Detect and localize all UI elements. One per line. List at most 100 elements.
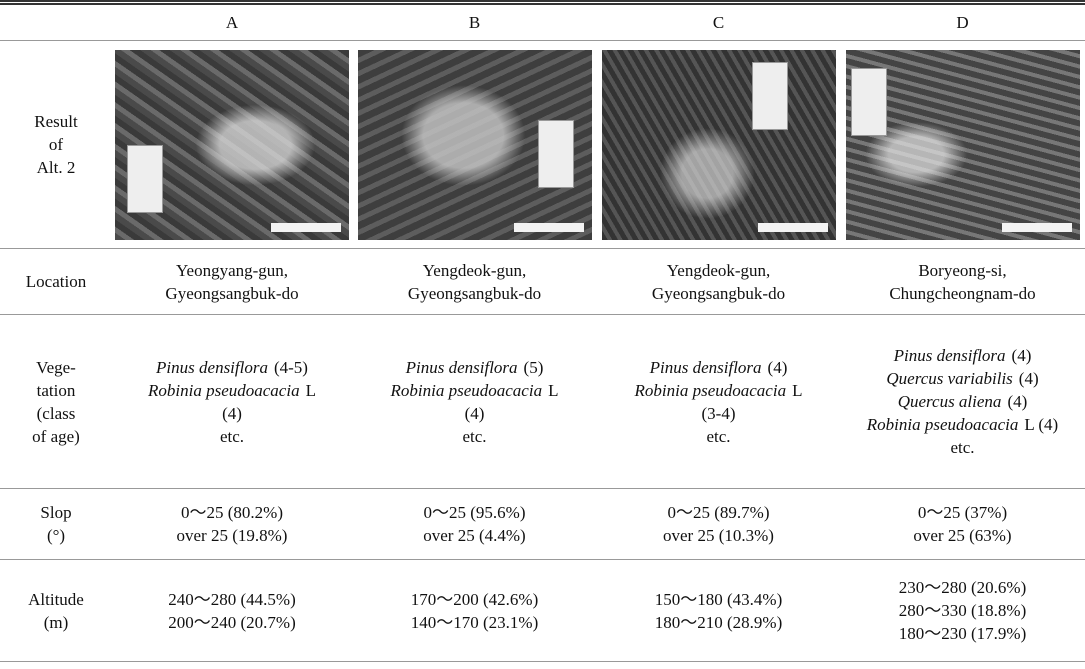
cell-text: 200～240 (20.7%) xyxy=(168,613,295,632)
map-image xyxy=(358,50,592,240)
cell-text: 140～170 (23.1%) xyxy=(411,613,538,632)
species-name: Robinia pseudoacacia xyxy=(391,381,543,400)
row-label: Slop(°) xyxy=(0,489,112,560)
cell-line: 150～180 (43.4%) xyxy=(597,588,840,611)
species-name: Pinus densiflora xyxy=(894,346,1006,365)
label-line: Alt. 2 xyxy=(0,156,112,179)
data-cell: 230～280 (20.6%) 280～330 (18.8%) 180～230 (1… xyxy=(840,560,1085,662)
cell-text: (5) xyxy=(524,358,544,377)
label-line: Vege- xyxy=(0,356,112,379)
cell-line: 140～170 (23.1%) xyxy=(352,611,597,634)
data-cell: Yengdeok-gun, Gyeongsangbuk-do xyxy=(352,249,597,315)
cell-text: Gyeongsangbuk-do xyxy=(652,284,785,303)
data-cell: Yeongyang-gun, Gyeongsangbuk-do xyxy=(112,249,352,315)
data-cell: Pinus densiflora(4)Quercus variabilis(4)… xyxy=(840,315,1085,489)
scale-bar xyxy=(1002,223,1072,232)
cell-line: Gyeongsangbuk-do xyxy=(597,282,840,305)
cell-text: (4) xyxy=(222,404,242,423)
cell-line: 230～280 (20.6%) xyxy=(840,576,1085,599)
label-line: (class xyxy=(0,402,112,425)
cell-line: Yengdeok-gun, xyxy=(597,259,840,282)
cell-text: (4) xyxy=(1019,369,1039,388)
cell-line: 200～240 (20.7%) xyxy=(112,611,352,634)
cell-line: over 25 (10.3%) xyxy=(597,524,840,547)
page: ABCDResultofAlt. 2LocationYeongyang-gun,… xyxy=(0,0,1085,669)
cell-text: Yengdeok-gun, xyxy=(667,261,771,280)
map-legend xyxy=(127,145,163,213)
cell-line: 0～25 (95.6%) xyxy=(352,501,597,524)
cell-line: Pinus densiflora(4) xyxy=(597,356,840,379)
map-legend xyxy=(851,68,887,136)
scale-bar xyxy=(271,223,341,232)
cell-text: L xyxy=(548,381,558,400)
cell-line: Gyeongsangbuk-do xyxy=(352,282,597,305)
image-cell xyxy=(352,41,597,249)
species-name: Pinus densiflora xyxy=(650,358,762,377)
label-line: of age) xyxy=(0,425,112,448)
label-line: of xyxy=(0,133,112,156)
cell-text: etc. xyxy=(950,438,974,457)
cell-text: Yengdeok-gun, xyxy=(423,261,527,280)
species-name: Robinia pseudoacacia xyxy=(867,415,1019,434)
cell-text: 280～330 (18.8%) xyxy=(899,601,1026,620)
cell-line: Yeongyang-gun, xyxy=(112,259,352,282)
label-line: Location xyxy=(0,270,112,293)
image-cell xyxy=(840,41,1085,249)
species-name: Pinus densiflora xyxy=(406,358,518,377)
data-cell: 0～25 (89.7%) over 25 (10.3%) xyxy=(597,489,840,560)
data-cell: Yengdeok-gun, Gyeongsangbuk-do xyxy=(597,249,840,315)
cell-line: Pinus densiflora(4-5) xyxy=(112,356,352,379)
scale-bar xyxy=(758,223,828,232)
cell-line: 180～230 (17.9%) xyxy=(840,622,1085,645)
row-label: Altitude(m) xyxy=(0,560,112,662)
cell-text: Gyeongsangbuk-do xyxy=(408,284,541,303)
data-cell: Boryeong-si,Chungcheongnam-do xyxy=(840,249,1085,315)
corner-cell xyxy=(0,3,112,41)
cell-text: 180～210 (28.9%) xyxy=(655,613,782,632)
cell-text: L xyxy=(306,381,316,400)
data-cell: Pinus densiflora(4-5)Robinia pseudoacaci… xyxy=(112,315,352,489)
cell-text: 170～200 (42.6%) xyxy=(411,590,538,609)
data-cell: 0～25 (37%) over 25 (63%) xyxy=(840,489,1085,560)
cell-line: over 25 (4.4%) xyxy=(352,524,597,547)
label-line: tation xyxy=(0,379,112,402)
column-header: D xyxy=(840,3,1085,41)
cell-text: 240～280 (44.5%) xyxy=(168,590,295,609)
cell-text: over 25 (4.4%) xyxy=(423,526,525,545)
cell-line: (4) xyxy=(352,402,597,425)
cell-text: over 25 (63%) xyxy=(913,526,1011,545)
cell-line: Pinus densiflora (5) xyxy=(352,356,597,379)
data-cell: 0～25 (95.6%) over 25 (4.4%) xyxy=(352,489,597,560)
cell-text: etc. xyxy=(706,427,730,446)
cell-text: (4) xyxy=(1007,392,1027,411)
cell-text: over 25 (10.3%) xyxy=(663,526,774,545)
data-row: Altitude(m) 240～280 (44.5%) 200～240 (20.7%… xyxy=(0,560,1085,662)
cell-text: 150～180 (43.4%) xyxy=(655,590,782,609)
map-image xyxy=(602,50,836,240)
cell-line: 0～25 (80.2%) xyxy=(112,501,352,524)
cell-text: (4) xyxy=(1012,346,1032,365)
cell-text: 0～25 (95.6%) xyxy=(424,503,526,522)
cell-text: Chungcheongnam-do xyxy=(889,284,1035,303)
cell-line: 280～330 (18.8%) xyxy=(840,599,1085,622)
cell-line: (3-4) xyxy=(597,402,840,425)
cell-line: Gyeongsangbuk-do xyxy=(112,282,352,305)
cell-text: Yeongyang-gun, xyxy=(176,261,288,280)
cell-line: over 25 (63%) xyxy=(840,524,1085,547)
cell-line: Quercus aliena(4) xyxy=(840,390,1085,413)
cell-text: etc. xyxy=(220,427,244,446)
cell-text: 180～230 (17.9%) xyxy=(899,624,1026,643)
cell-line: 0～25 (89.7%) xyxy=(597,501,840,524)
cell-text: L xyxy=(792,381,802,400)
cell-text: 0～25 (37%) xyxy=(918,503,1007,522)
cell-line: 180～210 (28.9%) xyxy=(597,611,840,634)
column-header: C xyxy=(597,3,840,41)
column-header: A xyxy=(112,3,352,41)
cell-line: Pinus densiflora (4) xyxy=(840,344,1085,367)
